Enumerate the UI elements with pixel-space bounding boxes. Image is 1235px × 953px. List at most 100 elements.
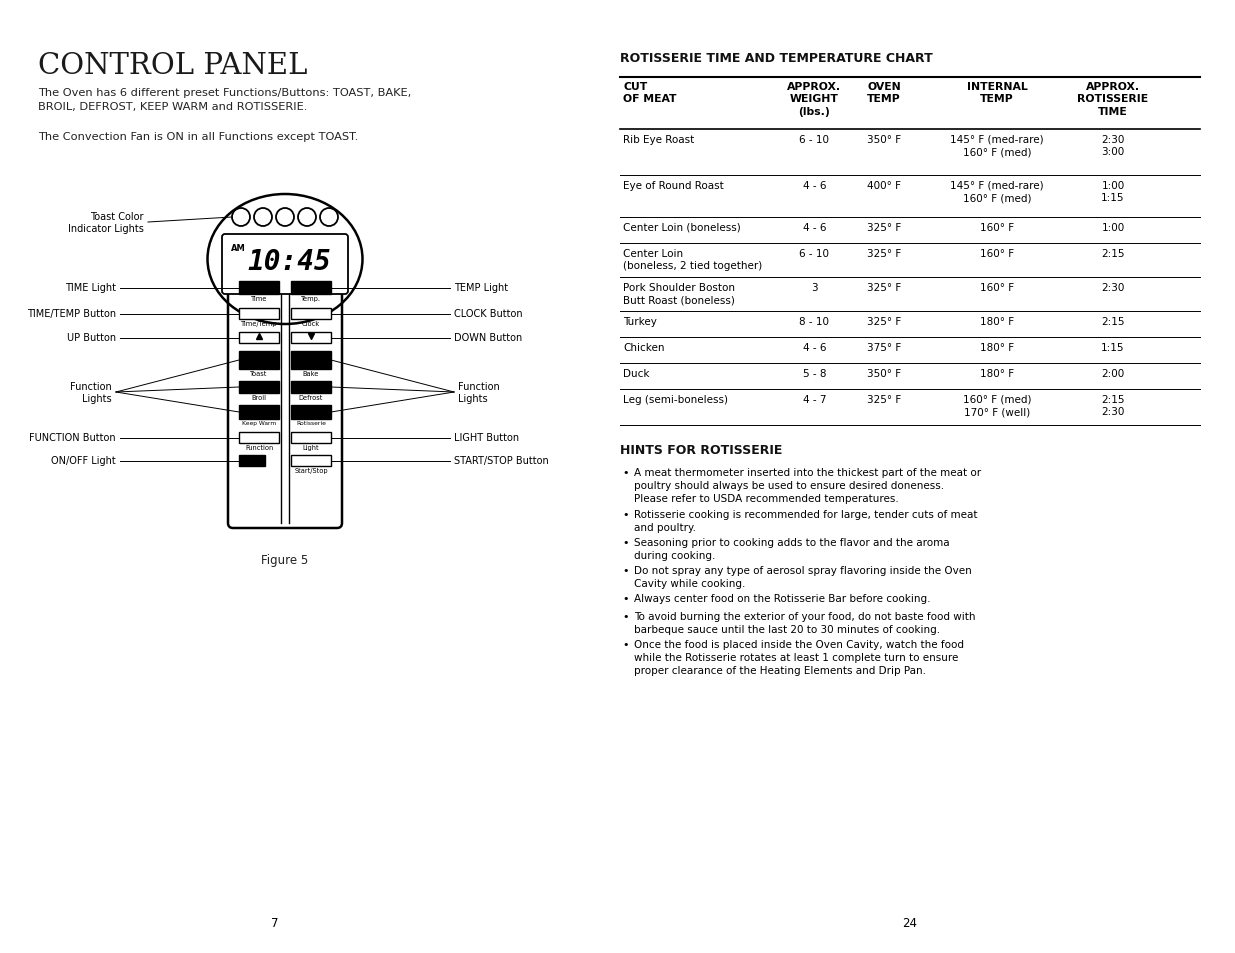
Text: 325° F: 325° F [867, 316, 902, 327]
Text: TIME/TEMP Button: TIME/TEMP Button [27, 309, 116, 319]
Text: Duck: Duck [622, 369, 650, 378]
Text: 4 - 6: 4 - 6 [803, 223, 826, 233]
Text: 145° F (med-rare)
160° F (med): 145° F (med-rare) 160° F (med) [950, 135, 1044, 157]
Text: TIME Light: TIME Light [65, 283, 116, 294]
Text: Leg (semi-boneless): Leg (semi-boneless) [622, 395, 727, 405]
Text: •: • [622, 565, 629, 576]
Text: •: • [622, 594, 629, 603]
FancyBboxPatch shape [228, 269, 342, 529]
Text: Rotisserie cooking is recommended for large, tender cuts of meat
and poultry.: Rotisserie cooking is recommended for la… [634, 510, 977, 533]
Text: 4 - 7: 4 - 7 [803, 395, 826, 405]
Bar [240, 406, 279, 419]
Text: 145° F (med-rare)
160° F (med): 145° F (med-rare) 160° F (med) [950, 181, 1044, 203]
Text: Function
Lights: Function Lights [458, 381, 500, 404]
Text: Center Loin (boneless): Center Loin (boneless) [622, 223, 741, 233]
Text: Turkey: Turkey [622, 316, 657, 327]
Text: 6 - 10: 6 - 10 [799, 135, 829, 145]
Text: 2:15: 2:15 [1102, 316, 1125, 327]
Bar [291, 456, 331, 467]
Text: ON/OFF Light: ON/OFF Light [51, 456, 116, 466]
Text: 160° F (med)
170° F (well): 160° F (med) 170° F (well) [963, 395, 1031, 417]
Text: 350° F: 350° F [867, 369, 902, 378]
Text: CONTROL PANEL: CONTROL PANEL [38, 52, 308, 80]
Text: Center Loin
(boneless, 2 tied together): Center Loin (boneless, 2 tied together) [622, 249, 762, 271]
Text: CUT
OF MEAT: CUT OF MEAT [622, 82, 677, 104]
Text: 325° F: 325° F [867, 249, 902, 258]
Text: 325° F: 325° F [867, 395, 902, 405]
Text: The Oven has 6 different preset Functions/Buttons: TOAST, BAKE,
BROIL, DEFROST, : The Oven has 6 different preset Function… [38, 88, 411, 112]
Text: 325° F: 325° F [867, 283, 902, 293]
Bar [240, 352, 279, 370]
Text: 2:30
3:00: 2:30 3:00 [1102, 135, 1125, 157]
Bar [291, 381, 331, 394]
Text: Once the food is placed inside the Oven Cavity, watch the food
while the Rotisse: Once the food is placed inside the Oven … [634, 639, 965, 676]
Text: Keep Warm: Keep Warm [242, 420, 277, 426]
Text: 2:15
2:30: 2:15 2:30 [1102, 395, 1125, 417]
Bar [291, 352, 331, 370]
Text: Time/Temp: Time/Temp [241, 320, 277, 327]
Text: Clock: Clock [301, 320, 320, 327]
Text: Rib Eye Roast: Rib Eye Roast [622, 135, 694, 145]
Bar [240, 433, 279, 443]
Text: Figure 5: Figure 5 [262, 554, 309, 566]
Text: APPROX.
WEIGHT
(lbs.): APPROX. WEIGHT (lbs.) [787, 82, 841, 116]
Text: START/STOP Button: START/STOP Button [454, 456, 548, 466]
Text: DOWN Button: DOWN Button [454, 334, 522, 343]
Text: 160° F: 160° F [979, 223, 1014, 233]
Bar [240, 333, 279, 344]
Text: Function: Function [245, 444, 273, 451]
Text: 4 - 6: 4 - 6 [803, 181, 826, 191]
Text: Temp.: Temp. [301, 295, 321, 302]
Bar [240, 282, 279, 294]
Text: Do not spray any type of aerosol spray flavoring inside the Oven
Cavity while co: Do not spray any type of aerosol spray f… [634, 565, 972, 589]
Text: A meat thermometer inserted into the thickest part of the meat or
poultry should: A meat thermometer inserted into the thi… [634, 468, 981, 504]
Text: •: • [622, 537, 629, 547]
Text: Chicken: Chicken [622, 343, 664, 353]
Text: Toast: Toast [251, 371, 268, 376]
Text: •: • [622, 612, 629, 621]
Text: 1:00
1:15: 1:00 1:15 [1102, 181, 1125, 203]
Bar [291, 433, 331, 443]
Text: 400° F: 400° F [867, 181, 900, 191]
Text: 180° F: 180° F [979, 316, 1014, 327]
Text: LIGHT Button: LIGHT Button [454, 433, 519, 443]
Text: Defrost: Defrost [299, 395, 324, 400]
Text: ROTISSERIE TIME AND TEMPERATURE CHART: ROTISSERIE TIME AND TEMPERATURE CHART [620, 52, 932, 65]
Text: TEMP Light: TEMP Light [454, 283, 508, 294]
Bar [291, 309, 331, 319]
Bar [240, 456, 266, 467]
Text: Light: Light [303, 444, 320, 451]
Text: •: • [622, 639, 629, 649]
Text: INTERNAL
TEMP: INTERNAL TEMP [967, 82, 1028, 104]
Text: Time: Time [251, 295, 267, 302]
Text: 325° F: 325° F [867, 223, 902, 233]
Text: 350° F: 350° F [867, 135, 902, 145]
Text: 1:15: 1:15 [1102, 343, 1125, 353]
Bar [291, 406, 331, 419]
Text: Bake: Bake [303, 371, 319, 376]
Text: Eye of Round Roast: Eye of Round Roast [622, 181, 724, 191]
Text: 5 - 8: 5 - 8 [803, 369, 826, 378]
Bar [240, 309, 279, 319]
Text: CLOCK Button: CLOCK Button [454, 309, 522, 319]
Text: Toast Color
Indicator Lights: Toast Color Indicator Lights [68, 212, 144, 233]
Bar [291, 282, 331, 294]
Text: 4 - 6: 4 - 6 [803, 343, 826, 353]
Text: Start/Stop: Start/Stop [294, 468, 327, 474]
Text: Function
Lights: Function Lights [70, 381, 112, 404]
FancyBboxPatch shape [222, 234, 348, 294]
Text: 8 - 10: 8 - 10 [799, 316, 829, 327]
Text: 160° F: 160° F [979, 283, 1014, 293]
Text: FUNCTION Button: FUNCTION Button [30, 433, 116, 443]
Text: 180° F: 180° F [979, 369, 1014, 378]
Text: 24: 24 [903, 916, 918, 929]
Text: UP Button: UP Button [67, 334, 116, 343]
Text: The Convection Fan is ON in all Functions except TOAST.: The Convection Fan is ON in all Function… [38, 132, 358, 142]
Text: 1:00: 1:00 [1102, 223, 1125, 233]
Text: 375° F: 375° F [867, 343, 902, 353]
Text: OVEN
TEMP: OVEN TEMP [867, 82, 900, 104]
Text: AM: AM [231, 244, 246, 253]
Text: 3: 3 [811, 283, 818, 293]
Text: 10:45: 10:45 [247, 248, 331, 275]
Text: Seasoning prior to cooking adds to the flavor and the aroma
during cooking.: Seasoning prior to cooking adds to the f… [634, 537, 950, 560]
